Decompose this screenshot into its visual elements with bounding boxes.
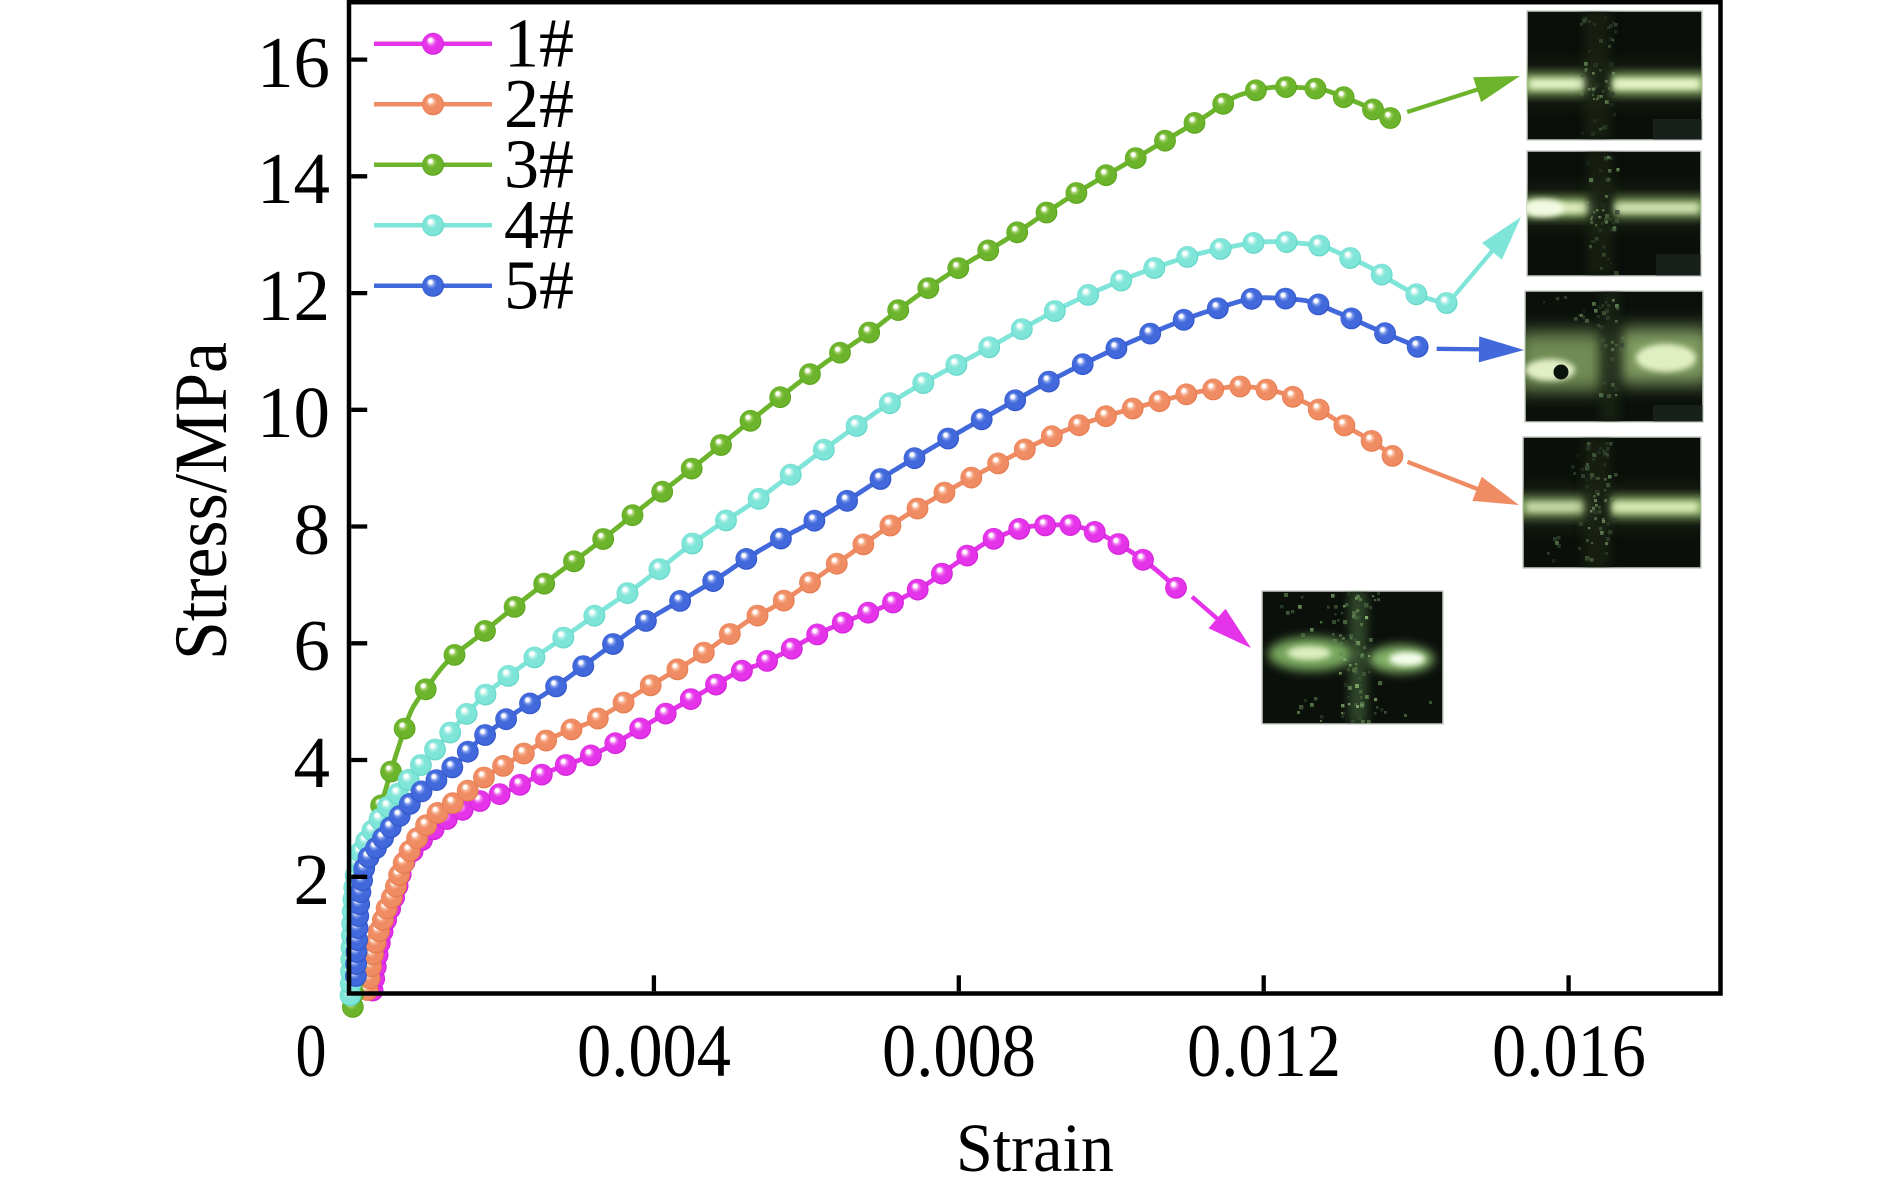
svg-text:0.016: 0.016 <box>1492 1010 1646 1093</box>
svg-text:6: 6 <box>294 605 331 686</box>
svg-text:12: 12 <box>257 255 330 336</box>
svg-text:10: 10 <box>257 372 330 453</box>
svg-text:5#: 5# <box>504 247 574 324</box>
svg-text:0.008: 0.008 <box>882 1010 1036 1093</box>
svg-text:14: 14 <box>257 138 330 219</box>
svg-text:8: 8 <box>294 489 331 570</box>
svg-text:0.004: 0.004 <box>577 1010 731 1093</box>
svg-text:Strain: Strain <box>956 1110 1114 1186</box>
svg-text:0.012: 0.012 <box>1187 1010 1341 1093</box>
svg-text:Stress/MPa: Stress/MPa <box>160 342 243 660</box>
svg-text:2: 2 <box>294 839 331 920</box>
svg-text:4#: 4# <box>504 187 574 264</box>
svg-text:3#: 3# <box>504 126 574 203</box>
svg-text:0: 0 <box>296 1010 327 1093</box>
svg-text:4: 4 <box>294 722 331 803</box>
svg-text:16: 16 <box>257 22 330 103</box>
svg-text:2#: 2# <box>504 66 574 143</box>
svg-text:1#: 1# <box>504 5 574 82</box>
